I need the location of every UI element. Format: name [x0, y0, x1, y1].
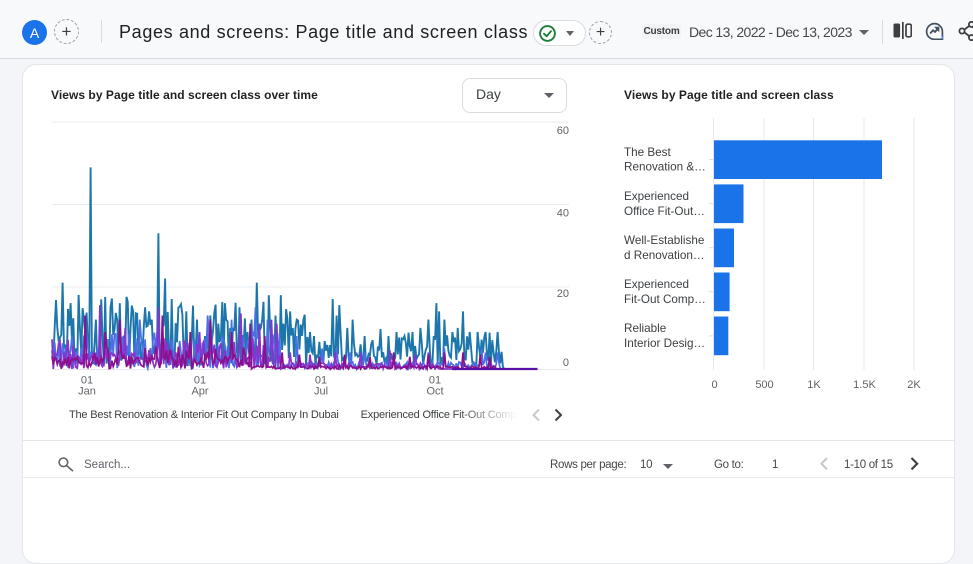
svg-text:Office Fit-Out…: Office Fit-Out… [624, 205, 705, 218]
svg-text:Experienced: Experienced [624, 190, 689, 203]
svg-text:Jan: Jan [78, 386, 96, 398]
svg-text:01: 01 [194, 375, 206, 387]
svg-text:20: 20 [557, 288, 569, 300]
svg-text:0: 0 [563, 357, 569, 369]
svg-text:2K: 2K [907, 379, 921, 391]
svg-text:Well-Establishe: Well-Establishe [624, 234, 704, 247]
svg-text:01: 01 [315, 375, 327, 387]
svg-text:Experienced: Experienced [624, 278, 689, 291]
svg-text:1.5K: 1.5K [853, 379, 876, 391]
svg-text:01: 01 [81, 375, 93, 387]
svg-text:01: 01 [429, 375, 441, 387]
svg-text:500: 500 [755, 379, 773, 391]
svg-text:Reliable: Reliable [624, 322, 666, 335]
svg-text:Jul: Jul [314, 386, 328, 398]
svg-text:1K: 1K [807, 379, 821, 391]
svg-text:Oct: Oct [426, 386, 443, 398]
svg-text:40: 40 [557, 208, 569, 220]
svg-text:Apr: Apr [191, 386, 208, 398]
svg-text:Renovation &…: Renovation &… [624, 161, 706, 174]
svg-text:The Best: The Best [624, 146, 672, 159]
svg-text:0: 0 [711, 379, 717, 391]
svg-text:Interior Desig…: Interior Desig… [624, 337, 705, 350]
svg-text:60: 60 [557, 125, 569, 137]
svg-text:Fit-Out Comp…: Fit-Out Comp… [624, 293, 706, 306]
svg-text:d Renovation…: d Renovation… [624, 249, 705, 262]
